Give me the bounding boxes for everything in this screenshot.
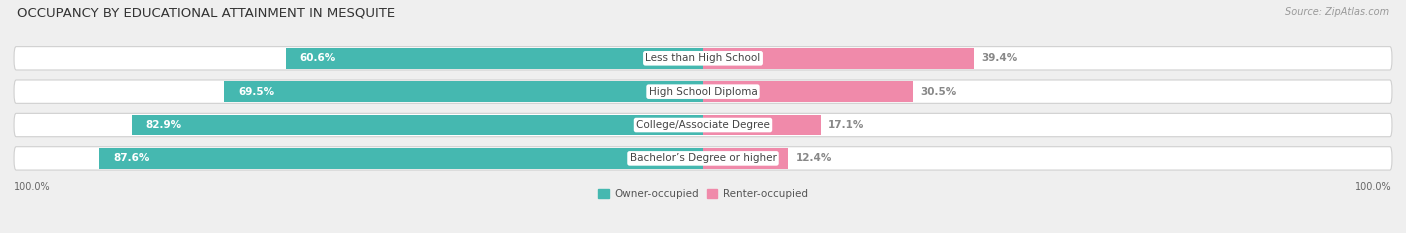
Bar (703, 48, 974, 69)
Text: 100.0%: 100.0% (14, 182, 51, 192)
Bar (132, 115, 703, 135)
Text: 60.6%: 60.6% (299, 53, 336, 63)
Legend: Owner-occupied, Renter-occupied: Owner-occupied, Renter-occupied (595, 185, 811, 203)
Text: Less than High School: Less than High School (645, 53, 761, 63)
Text: 39.4%: 39.4% (981, 53, 1018, 63)
Text: 12.4%: 12.4% (796, 153, 832, 163)
Text: College/Associate Degree: College/Associate Degree (636, 120, 770, 130)
FancyBboxPatch shape (14, 80, 1392, 103)
FancyBboxPatch shape (14, 147, 1392, 170)
Bar (224, 81, 703, 102)
Text: 87.6%: 87.6% (114, 153, 149, 163)
Text: 69.5%: 69.5% (238, 87, 274, 97)
Bar (703, 115, 821, 135)
Bar (703, 148, 789, 169)
Text: 17.1%: 17.1% (828, 120, 865, 130)
Bar (285, 48, 703, 69)
Text: Bachelor’s Degree or higher: Bachelor’s Degree or higher (630, 153, 776, 163)
Text: Source: ZipAtlas.com: Source: ZipAtlas.com (1285, 7, 1389, 17)
Text: 100.0%: 100.0% (1355, 182, 1392, 192)
Text: OCCUPANCY BY EDUCATIONAL ATTAINMENT IN MESQUITE: OCCUPANCY BY EDUCATIONAL ATTAINMENT IN M… (17, 7, 395, 20)
Text: 30.5%: 30.5% (920, 87, 956, 97)
Text: 82.9%: 82.9% (146, 120, 181, 130)
Bar (100, 148, 703, 169)
FancyBboxPatch shape (14, 113, 1392, 137)
FancyBboxPatch shape (14, 47, 1392, 70)
Bar (703, 81, 912, 102)
Text: High School Diploma: High School Diploma (648, 87, 758, 97)
